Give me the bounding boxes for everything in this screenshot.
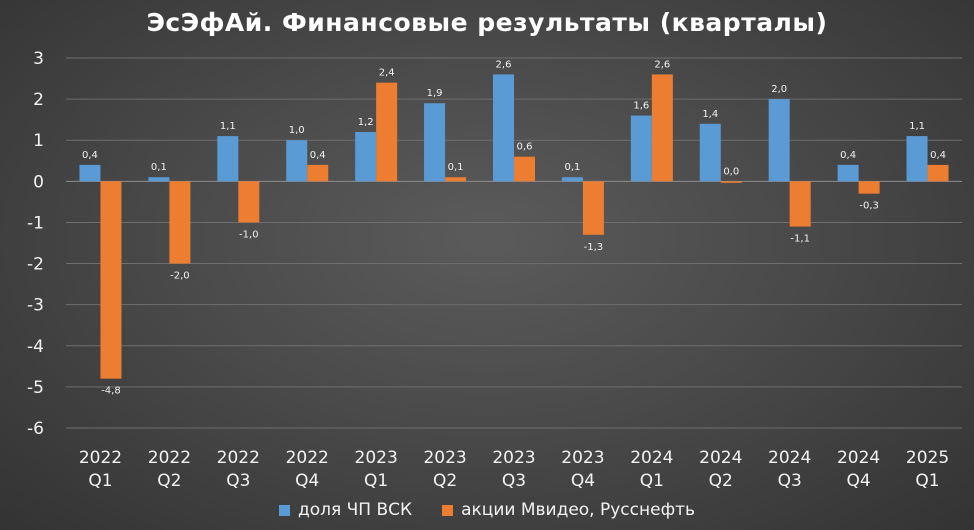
bar-series-2 — [789, 181, 811, 227]
bar-series-2 — [445, 177, 467, 182]
bar-series-2 — [927, 164, 949, 182]
y-tick-label: 3 — [33, 49, 44, 69]
bar-series-2 — [720, 181, 742, 183]
data-label: 2,6 — [654, 59, 670, 70]
legend-swatch-series-1 — [278, 504, 290, 516]
x-tick-label-year: 2022 — [217, 448, 260, 468]
data-label: -4,8 — [101, 386, 121, 397]
y-tick-label: -1 — [27, 213, 44, 233]
y-tick-label: -3 — [27, 296, 44, 316]
bar-series-1 — [217, 136, 239, 182]
data-label: 2,4 — [379, 68, 395, 79]
y-tick-label: 0 — [33, 172, 44, 192]
data-label: 1,2 — [358, 117, 374, 128]
bar-series-1 — [561, 177, 583, 182]
data-label: 0,6 — [517, 142, 533, 153]
x-tick-label-quarter: Q1 — [88, 471, 112, 491]
bar-series-2 — [514, 156, 535, 182]
y-tick-label: -5 — [27, 378, 44, 398]
y-tick-label: -4 — [27, 337, 44, 357]
bar-series-1 — [148, 177, 170, 182]
x-tick-label-year: 2022 — [148, 448, 191, 468]
bar-series-1 — [906, 136, 928, 182]
bar-series-2 — [100, 181, 122, 379]
bar-series-1 — [355, 132, 377, 182]
x-tick-label-quarter: Q3 — [502, 471, 526, 491]
data-label: 0,4 — [840, 150, 856, 161]
y-tick-label: 2 — [33, 90, 44, 110]
data-label: -1,0 — [239, 229, 259, 240]
x-tick-label-quarter: Q4 — [571, 471, 595, 491]
x-tick-label-quarter: Q2 — [433, 471, 457, 491]
x-tick-label-quarter: Q4 — [295, 471, 319, 491]
legend-item-series-1: доля ЧП ВСК — [278, 500, 413, 520]
bar-series-2 — [169, 181, 191, 264]
bar-series-2 — [651, 74, 673, 182]
y-tick-label: -2 — [27, 255, 44, 275]
legend-item-series-2: акции Мвидео, Русснефть — [442, 500, 695, 520]
x-tick-label-quarter: Q1 — [915, 471, 939, 491]
bar-series-1 — [630, 115, 652, 182]
data-label: 1,4 — [702, 109, 718, 120]
x-tick-label-quarter: Q4 — [847, 471, 871, 491]
data-label: -1,3 — [584, 242, 604, 253]
x-tick-label-quarter: Q2 — [157, 471, 181, 491]
x-tick-label-quarter: Q1 — [364, 471, 388, 491]
data-label: 2,0 — [771, 84, 787, 95]
data-label: 0,0 — [723, 166, 739, 177]
data-label: 1,0 — [289, 125, 305, 136]
data-label: 0,1 — [151, 162, 167, 173]
y-tick-label: -6 — [27, 419, 44, 439]
x-tick-label-year: 2022 — [286, 448, 329, 468]
x-tick-label-quarter: Q1 — [640, 471, 664, 491]
x-tick-label-year: 2024 — [699, 448, 742, 468]
x-tick-label-year: 2022 — [79, 448, 122, 468]
x-tick-label-year: 2023 — [492, 448, 535, 468]
x-tick-label-year: 2024 — [768, 448, 811, 468]
x-tick-label-year: 2023 — [355, 448, 398, 468]
x-tick-label-year: 2025 — [906, 448, 949, 468]
bar-series-2 — [858, 181, 880, 194]
x-tick-label-quarter: Q2 — [709, 471, 733, 491]
bar-series-2 — [376, 82, 398, 182]
bar-series-1 — [699, 123, 721, 182]
data-label: -1,1 — [790, 234, 810, 245]
bar-series-2 — [582, 181, 604, 235]
bar-series-2 — [238, 181, 260, 223]
data-label: -2,0 — [170, 271, 190, 282]
bar-series-1 — [493, 74, 514, 182]
x-tick-label-year: 2024 — [630, 448, 673, 468]
data-label: 1,6 — [633, 101, 649, 112]
data-label: 1,1 — [220, 121, 236, 132]
y-tick-label: 1 — [33, 131, 44, 151]
legend: доля ЧП ВСК акции Мвидео, Русснефть — [0, 500, 974, 520]
legend-label-series-2: акции Мвидео, Русснефть — [461, 500, 696, 520]
bar-series-1 — [286, 140, 308, 182]
data-label: 1,1 — [909, 121, 925, 132]
bar-series-2 — [307, 164, 329, 182]
bar-series-1 — [79, 164, 101, 182]
legend-label-series-1: доля ЧП ВСК — [297, 500, 413, 520]
data-label: 1,9 — [427, 88, 443, 99]
data-label: 0,4 — [310, 150, 326, 161]
x-tick-label-year: 2024 — [837, 448, 880, 468]
data-label: -0,3 — [859, 201, 879, 212]
x-tick-label-quarter: Q3 — [226, 471, 250, 491]
bar-series-1 — [424, 103, 446, 182]
data-label: 0,1 — [564, 162, 580, 173]
data-label: 0,1 — [448, 162, 464, 173]
legend-swatch-series-2 — [442, 504, 454, 516]
chart-title: ЭсЭфАй. Финансовые результаты (кварталы) — [146, 8, 828, 37]
x-tick-label-year: 2023 — [561, 448, 604, 468]
bar-series-1 — [768, 99, 790, 182]
x-tick-label-quarter: Q3 — [778, 471, 802, 491]
data-label: 0,4 — [930, 150, 946, 161]
data-label: 2,6 — [496, 59, 512, 70]
bar-series-1 — [837, 164, 859, 182]
data-label: 0,4 — [82, 150, 98, 161]
x-tick-label-year: 2023 — [423, 448, 466, 468]
